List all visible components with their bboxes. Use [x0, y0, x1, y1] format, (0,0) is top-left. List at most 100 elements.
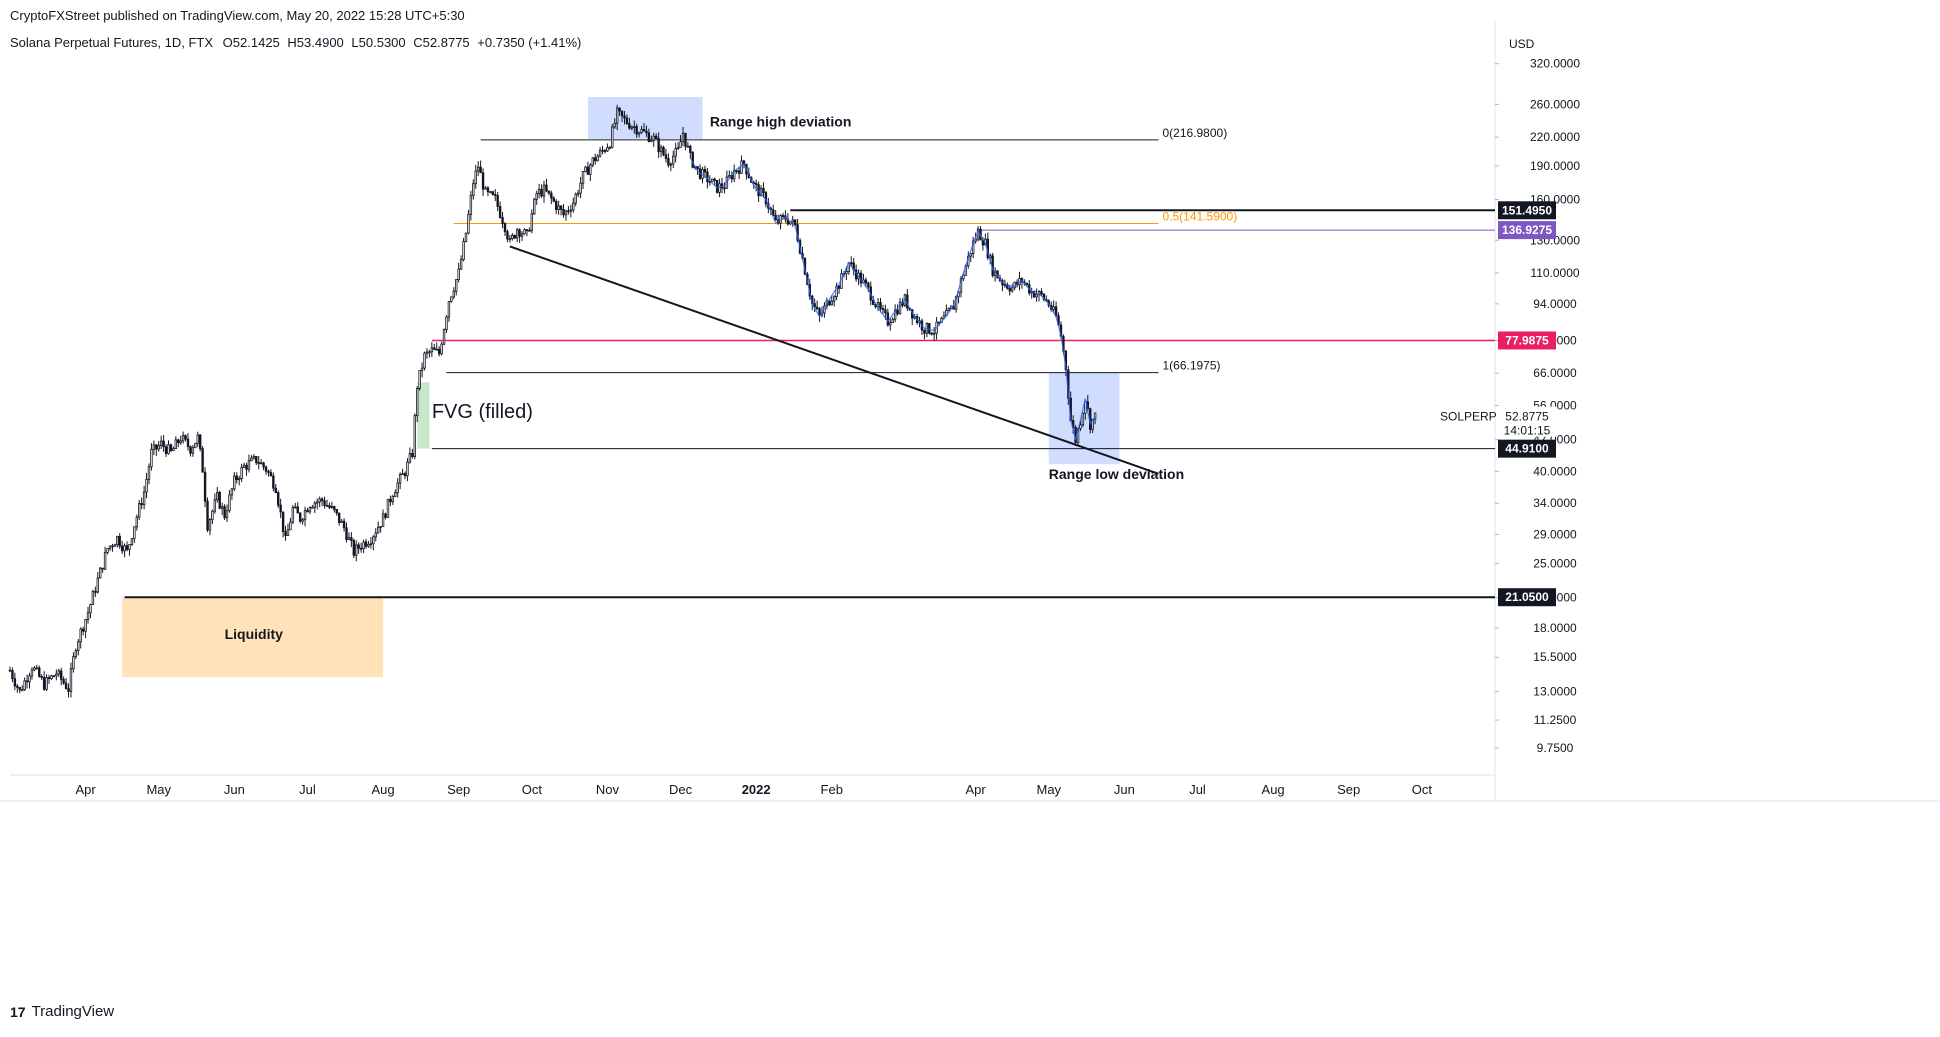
candle-body	[208, 519, 212, 531]
candle-body	[830, 300, 833, 306]
candle-body	[108, 545, 112, 549]
candle-body	[313, 502, 317, 508]
candle-body	[279, 504, 282, 513]
candle-body	[191, 447, 195, 454]
candle-body	[545, 184, 548, 192]
candle-body	[384, 513, 387, 518]
x-tick-label: Dec	[669, 782, 693, 797]
candle-body	[364, 541, 368, 547]
x-tick-label: Feb	[821, 782, 843, 797]
candle-body	[403, 473, 407, 477]
candle-body	[630, 126, 633, 129]
candle-body	[645, 130, 648, 134]
candle-body	[1052, 306, 1055, 310]
candle-body	[47, 677, 51, 679]
x-tick-label: Jul	[1189, 782, 1206, 797]
candle-body	[174, 439, 178, 449]
candle-body	[932, 332, 936, 335]
candle-body	[472, 183, 475, 197]
candle-body	[79, 628, 82, 643]
candle-body	[135, 516, 138, 528]
candle-body	[345, 527, 348, 541]
candle-body	[667, 158, 670, 166]
y-tick-label: 18.0000	[1533, 621, 1577, 635]
candle-body	[35, 667, 39, 670]
candle-body	[123, 545, 126, 552]
candle-body	[486, 187, 490, 193]
symbol-line: Solana Perpetual Futures, 1D, FTX	[10, 35, 214, 50]
price-label-value: 77.9875	[1505, 333, 1549, 347]
candle-body	[540, 188, 543, 197]
fib-0.5-label: 0.5(141.5900)	[1162, 210, 1237, 224]
candle-body	[401, 473, 404, 475]
candle-body	[333, 506, 336, 510]
candle-body	[355, 544, 358, 556]
candle-body	[167, 444, 170, 455]
candle-body	[884, 309, 887, 314]
candle-body	[440, 343, 443, 355]
candle-body	[828, 300, 831, 306]
last-price-countdown: 14:01:15	[1504, 424, 1551, 438]
candle-body	[130, 538, 134, 545]
candle-body	[140, 503, 143, 506]
candle-body	[496, 195, 499, 207]
candle-body	[428, 351, 431, 354]
candle-body	[169, 444, 173, 452]
candle-body	[206, 500, 209, 531]
candle-body	[606, 147, 609, 152]
candle-body	[650, 139, 653, 142]
candle-body	[69, 668, 73, 692]
candle-body	[533, 198, 536, 215]
candle-body	[457, 268, 460, 280]
candle-body	[40, 676, 43, 678]
candle-body	[633, 126, 636, 128]
x-tick-label: 2022	[742, 782, 771, 797]
candle-body	[867, 282, 870, 288]
candle-body	[423, 352, 426, 369]
horizontal-levels: 0(216.9800) 0.5(141.5900) 1(66.1975)	[124, 126, 1495, 599]
candle-body	[467, 213, 470, 234]
candle-body	[654, 135, 658, 139]
candle-body	[64, 682, 68, 690]
candle-body	[120, 545, 124, 552]
candle-body	[515, 229, 519, 239]
candle-body	[16, 685, 19, 688]
candle-body	[893, 309, 897, 320]
candle-body	[50, 675, 53, 679]
candle-body	[357, 544, 360, 549]
candle-body	[77, 641, 80, 652]
candle-body	[474, 170, 477, 185]
candle-body	[837, 285, 841, 289]
x-tick-label: Aug	[372, 782, 395, 797]
y-tick-label: 40.0000	[1533, 464, 1577, 478]
candle-body	[189, 446, 192, 454]
candle-body	[530, 213, 534, 231]
candle-body	[464, 232, 468, 242]
candle-body	[359, 547, 363, 550]
fib-0-label: 0(216.9800)	[1162, 126, 1227, 140]
trendline-group	[509, 245, 1159, 475]
candle-body	[611, 126, 614, 148]
candle-body	[425, 351, 429, 354]
candle-body	[1003, 284, 1007, 286]
candle-body	[506, 231, 509, 240]
candle-body	[218, 491, 221, 509]
candle-body	[118, 535, 121, 547]
candle-body	[11, 670, 14, 680]
candle-body	[603, 150, 607, 152]
tradingview-logo-icon: 17	[10, 1003, 26, 1020]
ohlc-change: +0.7350 (+1.41%)	[477, 35, 582, 50]
candle-body	[715, 179, 719, 193]
candle-body	[113, 544, 117, 547]
liquidity-label: Liquidity	[225, 626, 284, 642]
candle-body	[250, 457, 253, 462]
candle-body	[323, 500, 326, 506]
candle-body	[284, 531, 287, 536]
candle-body	[845, 271, 848, 274]
y-tick-label: 110.0000	[1530, 266, 1579, 280]
range-low-box	[1048, 372, 1120, 465]
candle-body	[116, 535, 119, 546]
y-tick-label: 25.0000	[1533, 557, 1577, 571]
